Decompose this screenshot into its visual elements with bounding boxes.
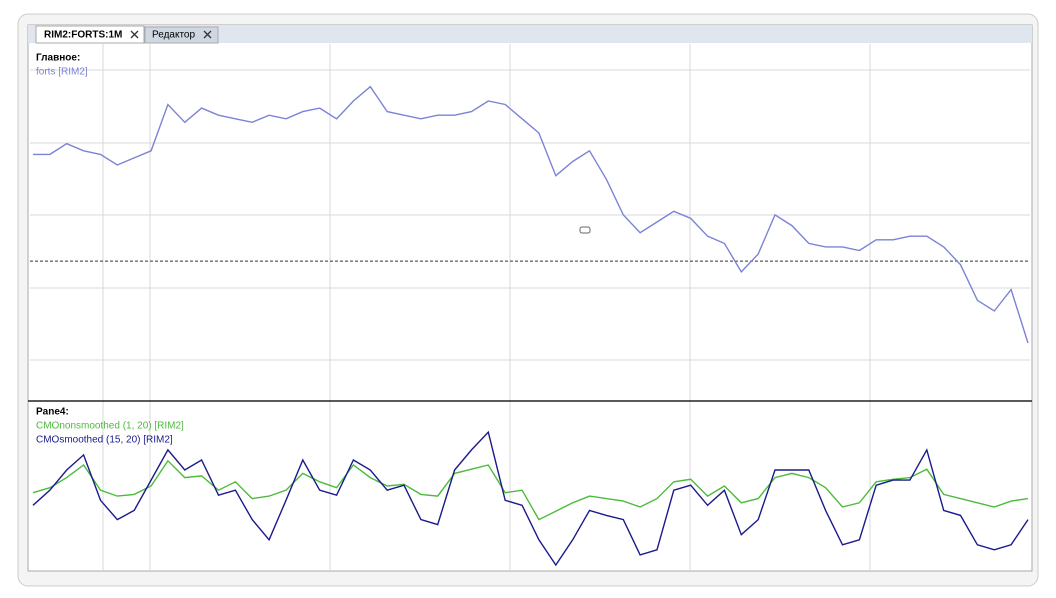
- close-icon[interactable]: [130, 30, 139, 39]
- marker: [579, 226, 591, 234]
- legend-entry: forts [RIM2]: [36, 67, 88, 78]
- tab[interactable]: [144, 26, 219, 44]
- tab-bar: [28, 25, 1032, 43]
- legend-entry: CMOsmoothed (15, 20) [RIM2]: [36, 435, 173, 446]
- close-icon[interactable]: [203, 30, 212, 39]
- series-line: [32, 430, 1029, 567]
- series-line: [33, 85, 1029, 344]
- window: [27, 24, 1033, 572]
- tab-label: RIM2:FORTS:1M: [44, 30, 122, 41]
- tab[interactable]: [35, 25, 145, 44]
- legend-entry: CMOnonsmoothed (1, 20) [RIM2]: [36, 421, 184, 432]
- pane-title: Pane4:: [36, 407, 69, 418]
- pane-title: Главное:: [36, 53, 80, 64]
- series-line: [32, 459, 1029, 521]
- tab-label: Редактор: [152, 30, 195, 41]
